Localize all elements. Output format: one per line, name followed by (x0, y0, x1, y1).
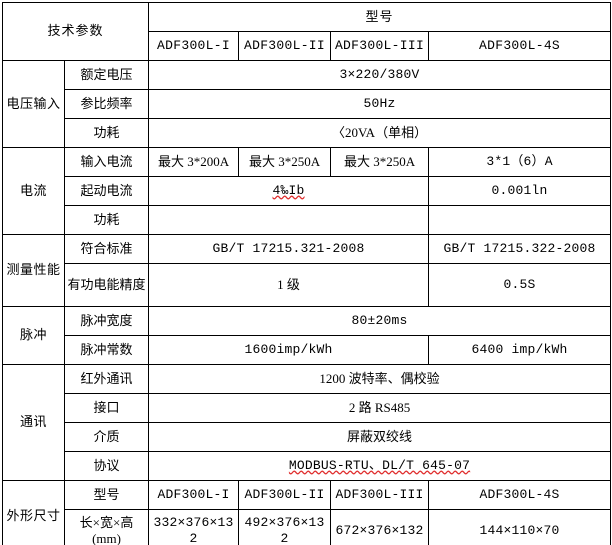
table-row: 长×宽×高(mm) 332×376×132 492×376×132 672×376×1… (3, 509, 612, 545)
table-row: 介质 屏蔽双绞线 (3, 422, 612, 452)
value-cell: 672×376×132 (330, 509, 430, 545)
value-cell: 3*1（6）A (428, 147, 612, 177)
param-label: 参比频率 (63, 89, 150, 119)
param-label: 输入电流 (63, 147, 150, 177)
value-cell: 最大 3*200A (148, 147, 240, 177)
value-cell: 3×220/380V (148, 60, 612, 90)
header-model-2: ADF300L-II (238, 31, 332, 61)
table-row: 功耗 〈20VA（单相） (3, 118, 612, 148)
value-cell: 6400 imp/kWh (428, 335, 612, 365)
table-row: 测量性能 符合标准 GB/T 17215.321-2008 GB/T 17215.32… (2, 234, 612, 307)
value-cell: 最大 3*250A (330, 147, 430, 177)
table-row: 功耗 (3, 205, 612, 235)
value-cell: 4‰Ib (148, 176, 430, 206)
value-cell (428, 205, 612, 235)
table-header-row-models: ADF300L-I ADF300L-II ADF300L-III ADF300L-4S (3, 31, 612, 61)
header-model-4: ADF300L-4S (428, 31, 612, 61)
table-row: 起动电流 4‰Ib 0.001ln (3, 176, 612, 206)
value-cell: ADF300L-II (238, 480, 332, 510)
param-label: 型号 (63, 480, 150, 510)
table-row: 电压输入 额定电压 3×220/380V (2, 60, 612, 148)
group-label-4: 脉冲 (2, 306, 65, 365)
value-cell: 1600imp/kWh (148, 335, 430, 365)
param-label: 符合标准 (63, 234, 150, 264)
value-cell: 1200 波特率、偶校验 (148, 364, 612, 394)
value-cell: 屏蔽双绞线 (148, 422, 612, 452)
table-row: 有功电能精度 1 级 0.5S (3, 263, 612, 307)
value-cell: 50Hz (148, 89, 612, 119)
table-row: 参比频率 50Hz (3, 89, 612, 119)
param-label: 脉冲宽度 (63, 306, 150, 336)
param-label: 接口 (63, 393, 150, 423)
header-technical-parameters: 技术参数 (1, 2, 150, 61)
param-label: 红外通讯 (63, 364, 150, 394)
param-label: 功耗 (63, 205, 150, 235)
group-label-6: 外形尺寸 (2, 480, 65, 545)
value-cell: ADF300L-I (148, 480, 240, 510)
table-header-row-title: 技术参数 型号 (1, 2, 612, 61)
value-cell: 80±20ms (148, 306, 612, 336)
value-cell: 0.001ln (428, 176, 612, 206)
value-cell: GB/T 17215.322-2008 (428, 234, 612, 264)
group-label-3: 测量性能 (2, 234, 65, 307)
header-model-3: ADF300L-III (330, 31, 430, 61)
header-model-1: ADF300L-I (148, 31, 240, 61)
value-cell: ADF300L-III (330, 480, 430, 510)
table-row: 电流 输入电流 最大 3*200A 最大 3*250A 最大 3*250A 3*1（6）A (2, 147, 612, 235)
value-cell: 2 路 RS485 (148, 393, 612, 423)
group-label-5: 通讯 (2, 364, 65, 481)
value-cell: 0.5S (428, 263, 612, 307)
value-cell: 1 级 (148, 263, 430, 307)
param-label: 额定电压 (63, 60, 150, 90)
value-cell: MODBUS-RTU、DL/T 645-07 (148, 451, 612, 481)
value-cell (148, 205, 430, 235)
header-model: 型号 (148, 2, 612, 32)
param-label: 长×宽×高(mm) (63, 509, 150, 545)
param-label: 协议 (63, 451, 150, 481)
value-cell: 〈20VA（单相） (148, 118, 612, 148)
param-label: 有功电能精度 (63, 263, 150, 307)
table-row: 协议 MODBUS-RTU、DL/T 645-07 (3, 451, 612, 481)
value-cell: 492×376×132 (238, 509, 332, 545)
value-cell: 最大 3*250A (238, 147, 332, 177)
value-cell: ADF300L-4S (428, 480, 612, 510)
param-label: 起动电流 (63, 176, 150, 206)
group-label-2: 电流 (2, 147, 65, 235)
param-label: 脉冲常数 (63, 335, 150, 365)
table-row: 接口 2 路 RS485 (3, 393, 612, 423)
value-cell: 144×110×70 (428, 509, 612, 545)
table-row: 脉冲常数 1600imp/kWh 6400 imp/kWh (3, 335, 612, 365)
group-label-1: 电压输入 (2, 60, 65, 148)
table-row: 外形尺寸 型号 ADF300L-I ADF300L-II ADF300L-III ADF3… (2, 480, 612, 545)
param-label: 功耗 (63, 118, 150, 148)
table-row: 脉冲 脉冲宽度 80±20ms (2, 306, 612, 365)
table-row: 通讯 红外通讯 1200 波特率、偶校验 (2, 364, 612, 481)
param-label: 介质 (63, 422, 150, 452)
value-cell: GB/T 17215.321-2008 (148, 234, 430, 264)
value-cell: 332×376×132 (148, 509, 240, 545)
